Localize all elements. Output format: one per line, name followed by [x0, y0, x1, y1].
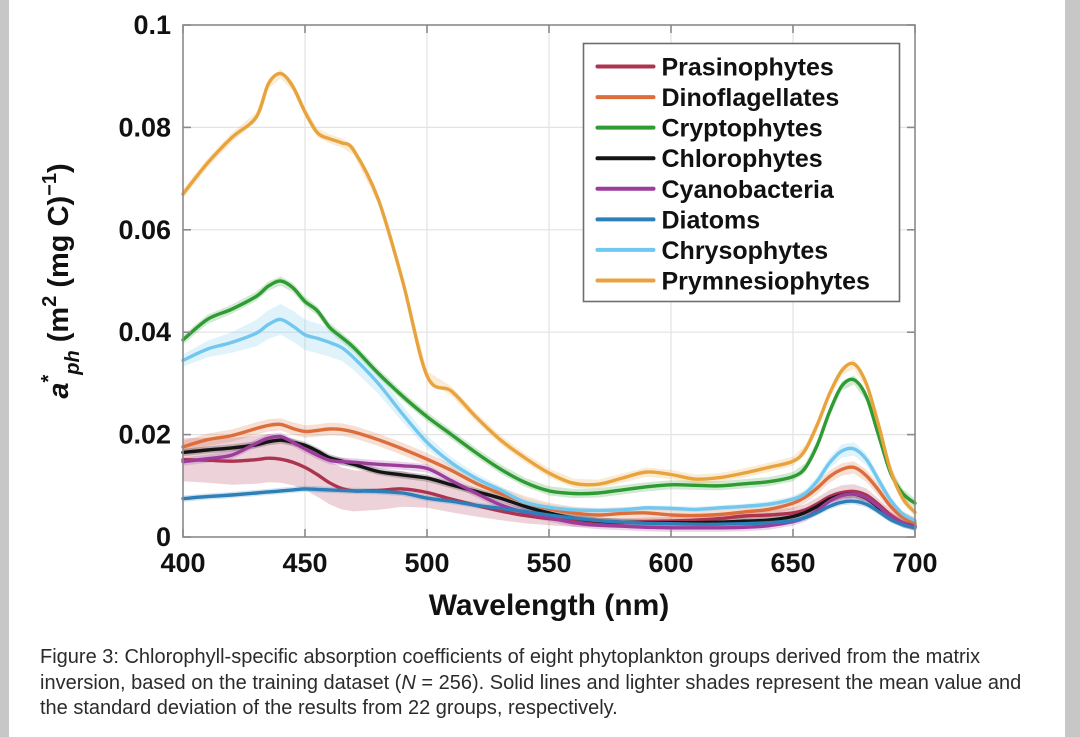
caption-suffix: = 256). Solid lines and lighter shades r… [40, 671, 1022, 720]
y-axis-title: a*ph (m2 (mg C)−1) [38, 163, 84, 398]
page-edge-right [1065, 0, 1080, 737]
legend-label-prasinophytes: Prasinophytes [662, 54, 834, 82]
y-axis-title-part: (mg C) [43, 196, 75, 296]
legend-label-diatoms: Diatoms [662, 206, 761, 234]
legend-label-chlorophytes: Chlorophytes [662, 145, 823, 173]
figure-chart: 400 450 500 550 600 650 700 0 0.02 0.04 0.06 0.08 0.… [38, 10, 938, 622]
y-axis-title-part: a [43, 383, 75, 399]
series-line-chrysophytes [181, 317, 917, 523]
x-tick-label: 550 [526, 548, 571, 578]
page-edge-left [0, 0, 9, 737]
legend-label-cryptophytes: Cryptophytes [662, 115, 823, 143]
y-axis-title-part: (m [43, 307, 75, 351]
legend-label-prymnesiophytes: Prymnesiophytes [662, 268, 870, 296]
figure-caption: Figure 3: Chlorophyll-specific absorptio… [40, 645, 1048, 722]
y-tick-label: 0.1 [133, 10, 171, 40]
y-axis-title-part: * [38, 375, 60, 383]
series-band-prasinophytes [183, 434, 915, 529]
series-line-dinoflagellates [181, 422, 917, 525]
y-axis-title-part: ph [62, 350, 84, 375]
absorption-spectra-chart: 400 450 500 550 600 650 700 0 0.02 0.04 0.06 0.08 0.… [38, 10, 938, 622]
caption-prefix: Figure 3: Chlorophyll-specific absorptio… [40, 646, 981, 694]
x-tick-label: 700 [892, 548, 937, 578]
y-tick-label: 0.04 [118, 317, 171, 347]
series-line-diatoms [181, 487, 917, 530]
series-band-chrysophytes [183, 304, 915, 523]
series-line-cyanobacteria [181, 434, 917, 530]
y-tick-label: 0 [156, 522, 171, 552]
x-tick-label: 450 [282, 548, 327, 578]
x-tick-label: 650 [770, 548, 815, 578]
y-axis-title-part: ) [43, 163, 75, 173]
legend-label-chrysophytes: Chrysophytes [662, 237, 829, 265]
x-tick-label: 600 [648, 548, 693, 578]
y-axis-title-part: 2 [39, 296, 61, 307]
x-axis-title: Wavelength (nm) [429, 589, 670, 622]
y-axis-title-part: −1 [39, 173, 61, 196]
series-line-cryptophytes [181, 279, 917, 505]
series-line-prymnesiophytes [181, 71, 917, 515]
caption-italic-n: N [401, 671, 416, 694]
series-band-cryptophytes [183, 276, 915, 508]
series-band-prymnesiophytes [183, 69, 915, 517]
legend-box [582, 42, 901, 303]
x-tick-label: 500 [404, 548, 449, 578]
legend-label-cyanobacteria: Cyanobacteria [662, 176, 835, 204]
y-tick-label: 0.06 [118, 215, 171, 245]
y-tick-label: 0.02 [118, 420, 171, 450]
x-tick-label: 400 [160, 548, 205, 578]
series-band-diatoms [183, 485, 915, 531]
legend-label-dinoflagellates: Dinoflagellates [662, 84, 840, 112]
y-tick-label: 0.08 [118, 112, 171, 142]
